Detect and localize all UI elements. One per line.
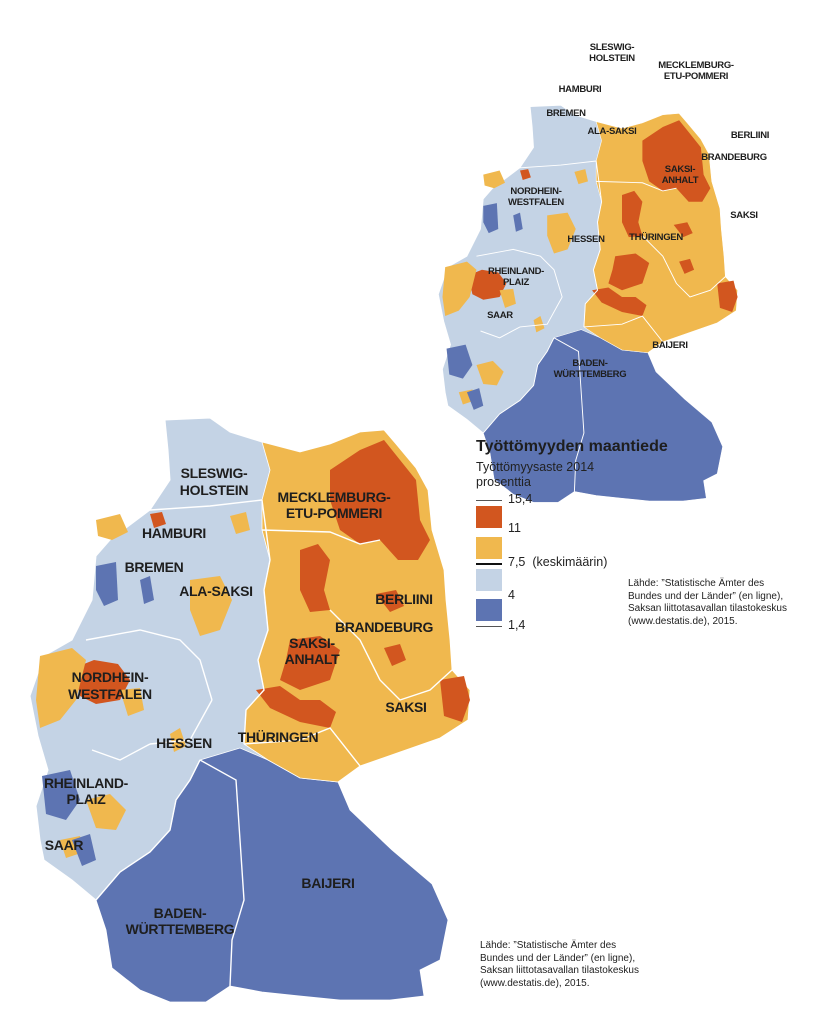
label-mv: MECKLEMBURG-ETU-POMMERI [277,489,391,521]
label-st: SAKSI-ANHALT [285,635,340,667]
label-sl: SAAR [45,837,84,853]
source-right-line-3: Saksan liittotasavallan tilastokeskus [628,603,787,614]
label-bb-small: BRANDEBURG [701,152,767,163]
label-sn: SAKSI [385,699,426,715]
label-nw: NORDHEIN-WESTFALEN [68,669,152,702]
legend-swatch-mid-low [476,569,502,591]
legend-title: Työttömyyden maantiede [476,438,668,455]
legend-unit: prosenttia [476,475,531,489]
label-hh-small: HAMBURI [559,84,602,95]
legend-threshold-3: 7,5 (keskimäärin) [508,555,607,569]
legend-threshold-4: 4 [508,588,515,602]
legend-swatch-low [476,599,502,621]
label-ni-small: ALA-SAKSI [587,126,636,137]
label-bb: BRANDEBURG [335,619,434,635]
label-by: BAIJERI [301,875,354,891]
label-th-small: THÜRINGEN [629,232,683,243]
legend-threshold-3-value: 7,5 [508,555,526,569]
label-th: THÜRINGEN [238,729,319,745]
label-rp-small: RHEINLAND-PLAIZ [488,266,544,288]
label-hb-small: BREMEN [546,108,586,119]
legend-mean-note: (keskimäärin) [532,555,608,569]
labels-small: SLESWIG-HOLSTEIN HAMBURI BREMEN ALA-SAKS… [487,42,769,380]
label-he: HESSEN [156,735,212,751]
label-rp: RHEINLAND-PLAIZ [44,775,129,807]
legend-threshold-1: 15,4 [508,492,533,506]
label-bw-small: BADEN-WÜRTTEMBERG [554,358,627,380]
label-be-small: BERLIINI [731,130,769,141]
source-note-bottom: Lähde: ”Statistische Ämter des Bundes un… [480,940,639,990]
source-bottom-line-4: (www.destatis.de), 2015. [480,977,590,989]
labels-large: SLESWIG-HOLSTEIN HAMBURI BREMEN ALA-SAKS… [44,465,434,937]
source-right-line-2: Bundes und der Länder” (en ligne), [628,590,784,602]
label-sh: SLESWIG-HOLSTEIN [180,465,249,498]
label-hh: HAMBURI [142,525,206,541]
legend-line-top [476,500,502,501]
label-st-small: SAKSI-ANHALT [662,164,699,186]
label-nw-small: NORDHEIN-WESTFALEN [508,186,564,208]
source-bottom-line-1: Lähde: ”Statistische Ämter des [480,940,617,951]
label-he-small: HESSEN [567,234,605,245]
label-mv-small: MECKLEMBURG-ETU-POMMERI [658,60,734,82]
source-right-line-4: (www.destatis.de), 2015. [628,615,738,627]
legend-subtitle: Työttömyysaste 2014 [476,460,595,474]
legend-swatch-high [476,506,502,528]
label-by-small: BAIJERI [652,340,687,351]
source-bottom-line-3: Saksan liittotasavallan tilastokeskus [480,965,639,976]
source-note-right: Lähde: ”Statistische Ämter des Bundes un… [628,578,787,628]
legend-swatch-mid-high [476,537,502,559]
legend-line-mean [476,563,502,565]
source-bottom-line-2: Bundes und der Länder” (en ligne), [480,952,636,964]
source-right-line-1: Lähde: ”Statistische Ämter des [628,578,765,589]
legend-threshold-5: 1,4 [508,618,526,632]
label-sl-small: SAAR [487,310,513,321]
label-sh-small: SLESWIG-HOLSTEIN [589,42,635,64]
label-bw: BADEN-WÜRTTEMBERG [126,905,235,937]
legend-line-bottom [476,626,502,627]
label-sn-small: SAKSI [730,210,758,221]
label-be: BERLIINI [375,591,433,607]
label-hb: BREMEN [125,559,184,575]
label-ni: ALA-SAKSI [179,583,253,599]
legend-threshold-2: 11 [508,521,521,535]
